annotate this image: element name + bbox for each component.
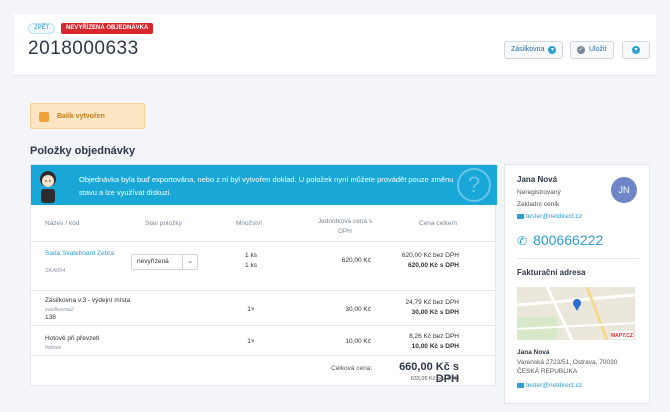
col-status: Stav položky <box>145 220 182 227</box>
item-total-vat: 30,00 Kč s DPH <box>411 309 459 316</box>
save-label: Uložit <box>589 46 607 53</box>
item-unit-price: 30,00 Kč <box>345 306 371 313</box>
item-total-ex-vat: 24,79 Kč bez DPH <box>405 299 459 306</box>
customer-phone: 800666222 <box>533 232 604 248</box>
items-section-title: Položky objednávky <box>30 145 136 157</box>
billing-name: Jana Nová <box>517 349 550 356</box>
order-number: 2018000633 <box>28 38 139 59</box>
carrier-label: Zásilkovna <box>511 46 545 53</box>
notice-banner: Objednávka byla buď exportována, nebo z … <box>31 165 497 205</box>
col-unit-price: Jednotková cena s DPH <box>317 218 373 235</box>
notice-text: Objednávka byla buď exportována, nebo z … <box>79 175 454 197</box>
item-status-value: nevyřízená <box>137 258 169 265</box>
item-total-ex-vat: 8,26 Kč bez DPH <box>409 333 459 340</box>
divider <box>31 290 497 291</box>
envelope-icon <box>517 213 524 219</box>
chevron-down-icon: ⌄ <box>182 255 197 269</box>
order-total-ex-vat: 633,05 Kč bez DPH <box>410 376 459 382</box>
item-code: SKA004 <box>45 268 66 274</box>
svg-text:MAPY.CZ: MAPY.CZ <box>611 333 633 339</box>
col-name: Název / kód <box>45 220 80 227</box>
billing-email: tester@netdirect.cz <box>526 382 583 389</box>
divider <box>31 355 497 356</box>
address-map[interactable]: MAPY.CZ <box>517 287 635 340</box>
chevron-down-icon: ▾ <box>632 46 640 54</box>
item-unit-price: 10,00 Kč <box>345 338 371 345</box>
assistant-avatar-icon <box>40 171 56 203</box>
more-button[interactable]: ▾ <box>622 41 650 59</box>
customer-name: Jana Nová <box>517 175 558 184</box>
phone-icon: ✆ <box>517 234 528 248</box>
customer-email-link[interactable]: tester@netdirect.cz <box>517 213 582 220</box>
package-icon <box>39 112 49 122</box>
item-qty: 1× <box>247 306 255 313</box>
order-total: 660,00 Kč s DPH <box>399 361 459 385</box>
item-code: hotove <box>45 345 62 351</box>
avatar: JN <box>611 177 637 203</box>
item-total-vat: 620,00 Kč s DPH <box>408 262 459 269</box>
package-created-label: Balík vytvořen <box>57 113 105 120</box>
item-qty: 1 ks <box>245 252 257 259</box>
item-qty: 1× <box>247 338 255 345</box>
col-total: Cena celkem <box>419 220 457 227</box>
divider <box>517 258 639 259</box>
billing-street: Varenská 2723/51, Ostrava, 70030 <box>517 359 618 366</box>
item-total-vat: 10,00 Kč s DPH <box>411 343 459 350</box>
item-code: zasilkovna2 <box>45 307 74 313</box>
item-total-ex-vat: 620,00 Kč bez DPH <box>401 252 459 259</box>
customer-email: tester@netdirect.cz <box>526 213 583 220</box>
chevron-down-icon: ▾ <box>548 46 557 54</box>
carrier-button[interactable]: Zásilkovna ▾ <box>504 41 564 59</box>
item-name-link[interactable]: Sada Skateboard Zebra <box>45 250 115 257</box>
save-button[interactable]: ✓ Uložit <box>570 41 614 59</box>
total-label: Celková cena: <box>331 365 373 372</box>
customer-type: Neregistrovaný <box>517 189 561 196</box>
customer-pricelist: Základní ceník <box>517 201 560 208</box>
item-branch: 138 <box>45 314 56 321</box>
col-qty: Množství <box>236 220 263 227</box>
item-name: Zásilkovna v.3 - výdejní místa <box>45 297 131 304</box>
package-created-badge: Balík vytvořen <box>30 103 145 129</box>
item-status-select[interactable]: nevyřízená ⌄ <box>131 254 198 270</box>
back-button[interactable]: ZPĚT <box>28 23 56 34</box>
help-icon: ? <box>457 168 491 202</box>
divider <box>31 325 497 326</box>
envelope-icon <box>517 382 524 388</box>
billing-country: ČESKÁ REPUBLIKA <box>517 368 578 375</box>
item-qty-2: 1 ks <box>245 262 257 269</box>
customer-phone-link[interactable]: ✆ 800666222 <box>517 232 603 248</box>
order-items-card: Objednávka byla buď exportována, nebo z … <box>30 164 497 386</box>
order-status-badge: NEVYŘÍZENÁ OBJEDNÁVKA <box>61 23 154 34</box>
order-header: ZPĚT NEVYŘÍZENÁ OBJEDNÁVKA 2018000633 Zá… <box>14 14 656 76</box>
divider <box>31 241 497 242</box>
check-icon: ✓ <box>577 46 585 54</box>
item-name: Hotově při převzetí <box>45 335 100 342</box>
billing-email-link[interactable]: tester@netdirect.cz <box>517 382 582 389</box>
item-unit-price: 620,00 Kč <box>341 257 371 264</box>
billing-title: Fakturační adresa <box>517 268 586 277</box>
customer-panel: Jana Nová Neregistrovaný Základní ceník … <box>504 164 650 404</box>
